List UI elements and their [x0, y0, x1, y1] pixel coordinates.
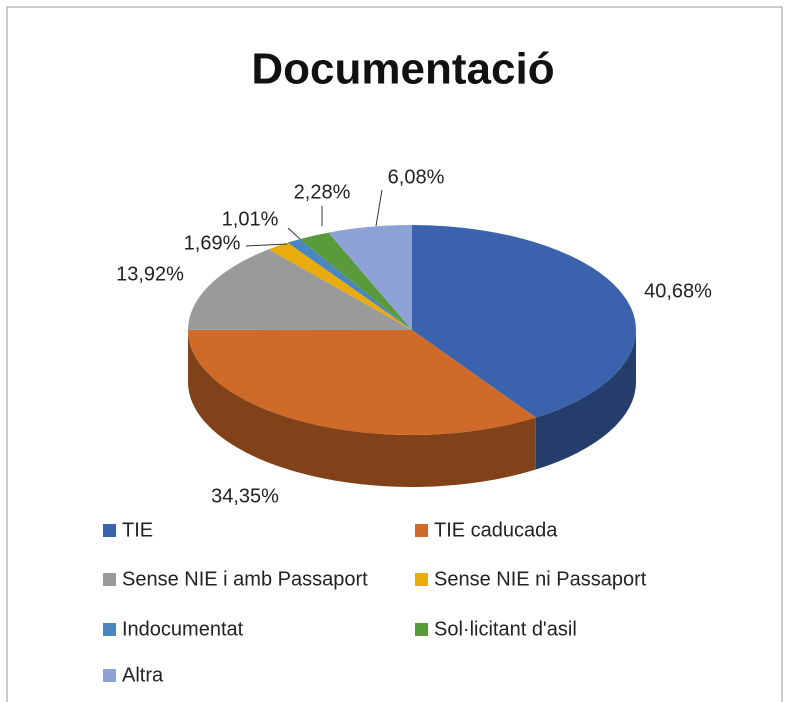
chart-title: Documentació: [251, 45, 554, 94]
legend-label: Sense NIE i amb Passaport: [122, 568, 368, 590]
legend-label: Sol·licitant d'asil: [434, 618, 577, 640]
data-label: 34,35%: [211, 485, 279, 507]
legend-label: TIE caducada: [434, 519, 558, 541]
slice-side: [535, 330, 636, 470]
data-label: 6,08%: [388, 166, 445, 188]
data-label: 2,28%: [294, 181, 351, 203]
legend-marker: [103, 524, 116, 537]
legend-label: Altra: [122, 664, 164, 686]
slice: [287, 239, 412, 330]
legend-label: TIE: [122, 519, 153, 541]
legend-marker: [103, 669, 116, 682]
slice: [268, 242, 412, 330]
data-label: 13,92%: [116, 263, 184, 285]
legend-marker: [415, 623, 428, 636]
slice-side: [188, 330, 536, 488]
data-label: 1,69%: [184, 232, 241, 254]
leader-line: [245, 243, 288, 247]
legend-label: Indocumentat: [122, 618, 244, 640]
legend-marker: [415, 524, 428, 537]
data-label: 1,01%: [222, 208, 279, 230]
leader-line: [287, 227, 301, 240]
slice: [188, 249, 412, 330]
legend-marker: [103, 623, 116, 636]
slice: [328, 225, 412, 330]
frame: [6, 6, 783, 702]
data-label: 40,68%: [644, 280, 712, 302]
slice: [412, 225, 636, 418]
leader-line: [375, 189, 383, 227]
legend-label: Sense NIE ni Passaport: [434, 568, 647, 590]
legend-marker: [415, 573, 428, 586]
slice: [188, 329, 536, 436]
slice: [299, 232, 412, 330]
legend-marker: [103, 573, 116, 586]
